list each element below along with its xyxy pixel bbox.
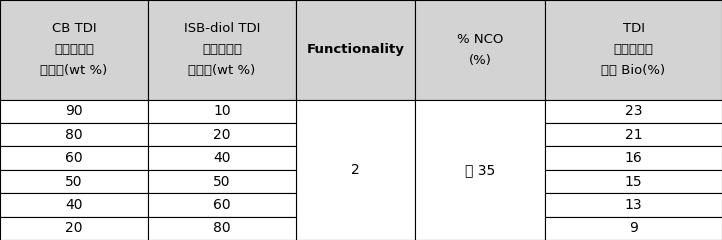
Bar	[415, 0, 545, 100]
Bar	[148, 123, 296, 146]
Text: % NCO
(%): % NCO (%)	[457, 33, 503, 67]
Bar	[545, 216, 722, 240]
Bar	[545, 100, 722, 123]
Text: 50: 50	[213, 174, 231, 188]
Text: TDI
프리폴리머
예상 Bio(%): TDI 프리폴리머 예상 Bio(%)	[601, 22, 666, 77]
Bar	[296, 0, 415, 100]
Text: 13: 13	[625, 198, 643, 212]
Text: 21: 21	[625, 128, 643, 142]
Bar	[148, 193, 296, 216]
Bar	[545, 146, 722, 170]
Bar	[148, 100, 296, 123]
Text: 약 35: 약 35	[465, 163, 495, 177]
Text: 2: 2	[351, 163, 360, 177]
Text: Functionality: Functionality	[307, 43, 404, 56]
Text: 20: 20	[65, 221, 83, 235]
Bar	[0, 100, 148, 123]
Bar	[0, 123, 148, 146]
Bar	[148, 0, 296, 100]
Text: 40: 40	[65, 198, 83, 212]
Bar	[148, 146, 296, 170]
Text: 60: 60	[65, 151, 83, 165]
Text: 20: 20	[213, 128, 231, 142]
Bar	[0, 216, 148, 240]
Bar	[415, 100, 545, 240]
Bar	[545, 123, 722, 146]
Text: 23: 23	[625, 104, 643, 118]
Text: ISB-diol TDI
프리폴리머
사용량(wt %): ISB-diol TDI 프리폴리머 사용량(wt %)	[184, 22, 260, 77]
Bar	[296, 100, 415, 240]
Text: 80: 80	[65, 128, 83, 142]
Bar	[545, 193, 722, 216]
Bar	[0, 170, 148, 193]
Text: 50: 50	[65, 174, 83, 188]
Bar	[0, 193, 148, 216]
Text: 60: 60	[213, 198, 231, 212]
Text: CB TDI
프리폴리머
사용량(wt %): CB TDI 프리폴리머 사용량(wt %)	[40, 22, 108, 77]
Bar	[545, 170, 722, 193]
Bar	[0, 0, 148, 100]
Bar	[148, 170, 296, 193]
Text: 80: 80	[213, 221, 231, 235]
Text: 10: 10	[213, 104, 231, 118]
Text: 90: 90	[65, 104, 83, 118]
Bar	[148, 216, 296, 240]
Bar	[545, 0, 722, 100]
Text: 16: 16	[625, 151, 643, 165]
Text: 9: 9	[629, 221, 638, 235]
Text: 40: 40	[213, 151, 231, 165]
Text: 15: 15	[625, 174, 643, 188]
Bar	[0, 146, 148, 170]
